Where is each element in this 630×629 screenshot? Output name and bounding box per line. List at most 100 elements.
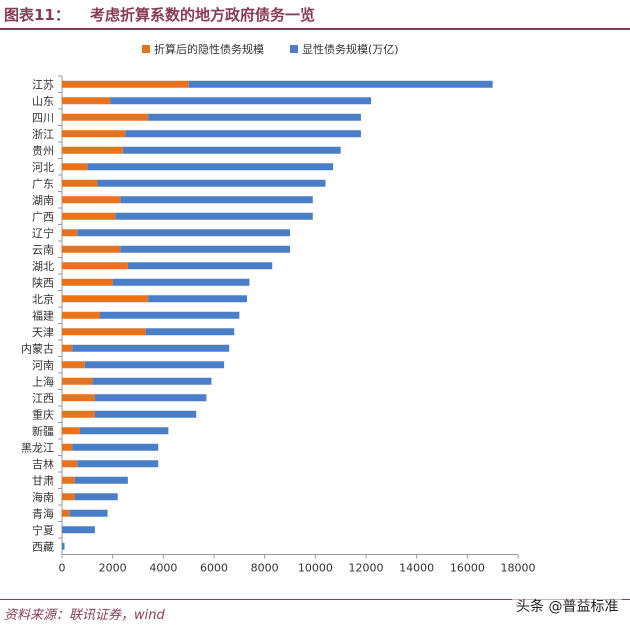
bar-explicit-debt <box>127 262 273 270</box>
bar-implicit-debt <box>62 361 85 369</box>
category-label: 上海 <box>32 374 54 388</box>
bar-explicit-debt <box>74 476 128 484</box>
bar-explicit-debt <box>72 443 159 451</box>
legend-swatch <box>142 45 150 53</box>
source-note: 资料来源：联讯证券，wind <box>4 608 165 623</box>
category-label: 陕西 <box>32 275 54 289</box>
x-tick-label: 8000 <box>251 562 279 575</box>
bar-explicit-debt <box>188 80 493 88</box>
bar-explicit-debt <box>77 229 290 237</box>
x-tick-label: 16000 <box>450 562 485 575</box>
bar-explicit-debt <box>84 361 225 369</box>
bar-implicit-debt <box>62 410 95 418</box>
legend-label: 显性债务规模(万亿) <box>302 42 399 56</box>
category-label: 甘肃 <box>32 474 54 487</box>
category-label: 吉林 <box>32 457 54 471</box>
bar-implicit-debt <box>62 113 149 121</box>
bar-implicit-debt <box>62 427 80 435</box>
bar-explicit-debt <box>97 179 326 187</box>
bar-explicit-debt <box>115 212 313 220</box>
bar-explicit-debt <box>120 196 313 204</box>
title-divider <box>0 28 630 30</box>
x-tick-label: 12000 <box>349 562 384 575</box>
stacked-bar-chart: 折算后的隐性债务规模 显性债务规模(万亿) 0 2000 4000 6000 8000 100… <box>21 42 536 575</box>
bar-implicit-debt <box>62 443 73 451</box>
category-label: 辽宁 <box>32 226 54 240</box>
bar-implicit-debt <box>62 212 116 220</box>
bar-explicit-debt <box>69 509 108 517</box>
legend-swatch <box>290 45 298 53</box>
bar-implicit-debt <box>62 97 111 105</box>
bar-explicit-debt <box>148 295 247 303</box>
x-tick-label: 2000 <box>99 562 127 575</box>
x-tick-label: 18000 <box>501 562 536 575</box>
bar-explicit-debt <box>125 130 361 138</box>
category-label: 云南 <box>32 243 54 256</box>
category-label: 河北 <box>32 161 54 174</box>
bar-explicit-debt <box>94 410 197 418</box>
legend-label: 折算后的隐性债务规模 <box>154 42 264 56</box>
title-bar: 图表11： 考虑折算系数的地方政府债务一览 <box>0 0 630 30</box>
bar-explicit-debt <box>122 146 341 154</box>
bar-explicit-debt <box>77 460 159 468</box>
bar-explicit-debt <box>148 113 361 121</box>
category-label: 青海 <box>32 506 54 520</box>
category-label: 新疆 <box>32 424 54 438</box>
bar-explicit-debt <box>62 526 95 534</box>
bar-explicit-debt <box>87 163 334 171</box>
bar-explicit-debt <box>120 245 291 253</box>
bar-implicit-debt <box>62 344 73 352</box>
bar-implicit-debt <box>62 394 95 402</box>
figure-title: 考虑折算系数的地方政府债务一览 <box>90 6 316 24</box>
category-label: 湖南 <box>32 194 54 207</box>
x-tick-label: 10000 <box>298 562 333 575</box>
footer-divider <box>0 599 630 600</box>
bar-explicit-debt <box>62 542 65 550</box>
category-label: 西藏 <box>32 540 54 553</box>
watermark: 头条 @普益标准 <box>512 594 623 618</box>
bar-explicit-debt <box>112 278 250 286</box>
category-label: 福建 <box>32 308 54 322</box>
bar-implicit-debt <box>62 179 98 187</box>
bar-explicit-debt <box>79 427 169 435</box>
category-label: 江苏 <box>32 78 54 91</box>
category-label: 天津 <box>32 326 54 339</box>
bar-implicit-debt <box>62 328 146 336</box>
bar-implicit-debt <box>62 245 121 253</box>
category-label: 内蒙古 <box>21 341 54 355</box>
category-label: 重庆 <box>32 407 54 421</box>
bar-implicit-debt <box>62 377 93 385</box>
category-label: 贵州 <box>32 144 54 157</box>
bar-explicit-debt <box>92 377 212 385</box>
bar-implicit-debt <box>62 460 78 468</box>
bar-implicit-debt <box>62 262 128 270</box>
bar-implicit-debt <box>62 163 88 171</box>
figure-label: 图表11： <box>4 6 70 24</box>
x-tick-label: 6000 <box>200 562 228 575</box>
category-label: 黑龙江 <box>21 441 54 454</box>
watermark-text: 头条 @普益标准 <box>516 599 619 615</box>
bar-explicit-debt <box>74 493 118 501</box>
x-tick-label: 4000 <box>149 562 177 575</box>
bar-implicit-debt <box>62 493 75 501</box>
category-label: 广西 <box>32 210 54 223</box>
bar-implicit-debt <box>62 229 78 237</box>
bar-explicit-debt <box>100 311 240 319</box>
bar-implicit-debt <box>62 196 121 204</box>
bar-implicit-debt <box>62 80 189 88</box>
bar-explicit-debt <box>94 394 207 402</box>
bar-explicit-debt <box>110 97 372 105</box>
bar-explicit-debt <box>145 328 235 336</box>
x-tick-label: 14000 <box>399 562 434 575</box>
category-label: 江西 <box>32 392 54 405</box>
bar-implicit-debt <box>62 509 70 517</box>
bar-implicit-debt <box>62 295 149 303</box>
bar-implicit-debt <box>62 311 100 319</box>
category-label: 浙江 <box>32 128 54 141</box>
bar-implicit-debt <box>62 130 126 138</box>
category-label: 海南 <box>32 490 54 504</box>
category-label: 四川 <box>32 111 54 124</box>
bar-explicit-debt <box>72 344 230 352</box>
category-label: 山东 <box>32 95 54 108</box>
category-label: 湖北 <box>32 260 54 273</box>
